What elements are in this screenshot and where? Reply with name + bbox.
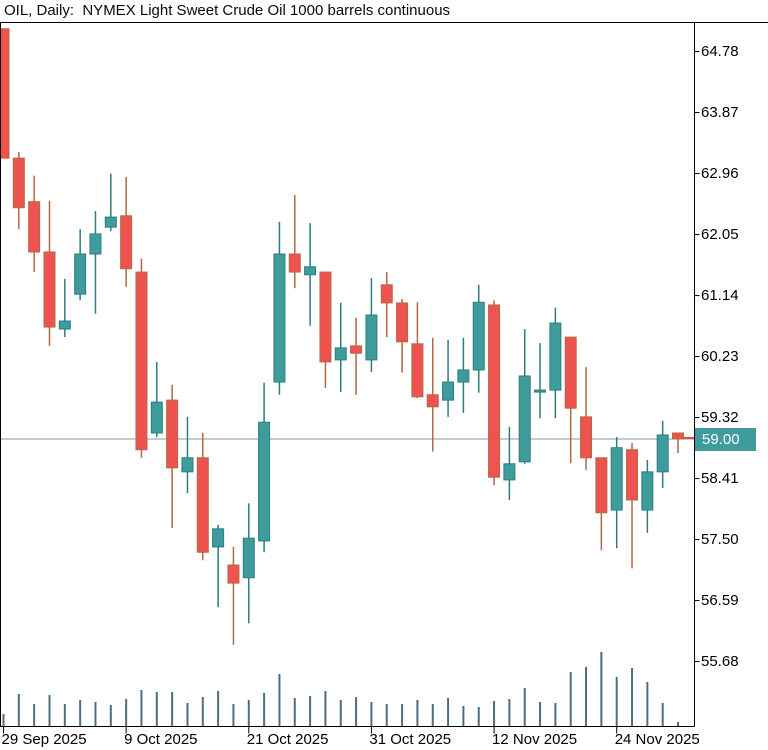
current-price-badge: 59.00	[695, 428, 756, 451]
candle-body	[534, 389, 547, 393]
x-axis-label: 21 Oct 2025	[246, 731, 329, 748]
candle-body	[457, 369, 470, 383]
candle-body	[12, 157, 25, 209]
candle-body	[120, 215, 133, 270]
candle-body	[380, 284, 393, 304]
x-axis-label: 29 Sep 2025	[1, 731, 87, 748]
x-axis-label: 9 Oct 2025	[124, 731, 198, 748]
chart-title: OIL, Daily: NYMEX Light Sweet Crude Oil …	[4, 2, 451, 19]
candle-body	[135, 271, 148, 451]
candle-body	[166, 399, 179, 469]
candle-body	[626, 449, 639, 501]
candle-body	[58, 320, 71, 330]
candle-body	[442, 381, 455, 401]
candle-body	[196, 457, 209, 553]
candle-body	[242, 537, 255, 579]
x-axis-label: 12 Nov 2025	[492, 731, 578, 748]
candle-body	[212, 528, 225, 548]
y-axis-label: 62.96	[701, 164, 739, 182]
y-axis-label: 58.41	[701, 469, 739, 487]
y-axis-label: 64.78	[701, 42, 739, 60]
candle-body	[28, 201, 41, 253]
y-axis-label: 61.14	[701, 286, 739, 304]
candle-body	[610, 447, 623, 511]
y-axis-label: 55.68	[701, 652, 739, 670]
candle-body	[518, 375, 531, 463]
candle-body	[288, 253, 301, 273]
candle-body	[258, 421, 271, 542]
candle-body	[319, 271, 332, 363]
candle-body	[365, 314, 378, 361]
candle-body	[503, 463, 516, 481]
candle-body	[641, 471, 654, 511]
candle-body	[227, 564, 240, 584]
candle-body	[43, 251, 56, 328]
y-axis-label: 59.32	[701, 408, 739, 426]
y-axis-label: 60.23	[701, 347, 739, 365]
candle-body	[411, 343, 424, 398]
candle-body	[74, 253, 87, 295]
candle-body	[656, 434, 669, 473]
candle-body	[580, 416, 593, 459]
candle-body	[595, 457, 608, 514]
candle-body	[672, 432, 685, 440]
candle-body	[334, 347, 347, 361]
candle-body	[549, 322, 562, 391]
candle-body	[488, 304, 501, 478]
y-axis-label: 56.59	[701, 591, 739, 609]
y-axis-label: 62.05	[701, 225, 739, 243]
y-axis-label: 63.87	[701, 103, 739, 121]
candle-body	[104, 216, 117, 228]
x-axis-label: 24 Nov 2025	[614, 731, 700, 748]
candle-body	[472, 301, 485, 371]
candle-body	[426, 394, 439, 408]
candle-body	[150, 401, 163, 434]
x-axis-label: 31 Oct 2025	[369, 731, 452, 748]
candle-body	[89, 233, 102, 255]
candle-body	[350, 345, 363, 354]
candle-body	[304, 266, 317, 276]
candle-body	[564, 336, 577, 409]
candle-body	[273, 253, 286, 383]
y-axis-label: 57.50	[701, 530, 739, 548]
candle-body	[181, 457, 194, 473]
candle-body	[0, 28, 10, 159]
candle-body	[396, 302, 409, 343]
